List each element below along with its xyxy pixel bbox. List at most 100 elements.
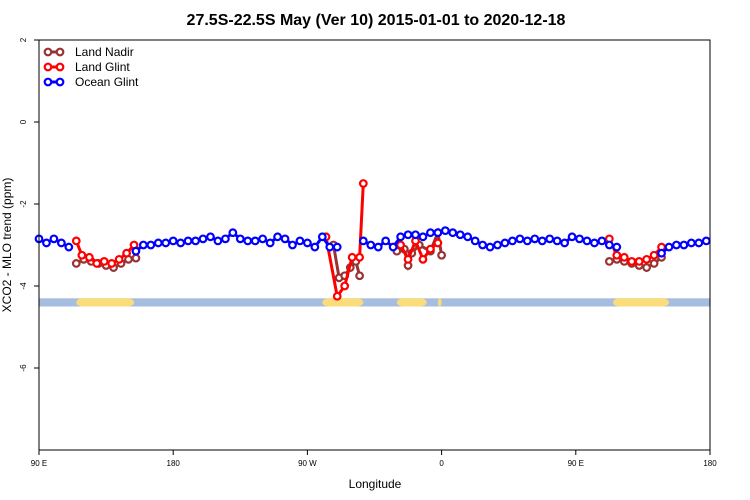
data-point: [426, 244, 435, 254]
data-point: [649, 259, 659, 268]
data-point: [634, 257, 644, 266]
y-tick-label: 2: [19, 37, 28, 42]
data-point: [258, 234, 268, 244]
data-point: [411, 230, 420, 240]
data-point: [355, 271, 364, 281]
series-line: [324, 183, 365, 300]
legend-label: Ocean Glint: [75, 75, 139, 89]
ocean-band: [39, 298, 710, 307]
x-axis-label: Longitude: [349, 477, 402, 491]
data-point: [355, 252, 364, 262]
data-point: [515, 234, 525, 244]
data-point: [220, 234, 230, 244]
data-point: [347, 252, 357, 262]
data-point: [114, 254, 124, 264]
x-axis: 90 E 180 90 W 0 90 E 180: [31, 450, 717, 468]
data-point: [686, 238, 696, 248]
data-point: [131, 246, 141, 256]
data-point: [99, 257, 109, 266]
data-point: [243, 236, 253, 246]
legend-label: Land Nadir: [75, 45, 134, 59]
data-point: [250, 236, 260, 246]
legend-item: Ocean Glint: [43, 75, 139, 89]
data-point: [679, 240, 689, 250]
data-point: [84, 252, 94, 262]
data-point: [590, 238, 599, 248]
data-point: [131, 253, 141, 263]
x-tick-label: 90 E: [568, 459, 584, 468]
data-point: [463, 232, 473, 242]
data-point: [228, 228, 238, 238]
data-point: [403, 230, 413, 240]
data-point: [358, 179, 368, 188]
data-point: [303, 238, 312, 248]
series-layer: [34, 179, 711, 301]
data-point: [433, 238, 443, 248]
data-point: [288, 240, 297, 250]
data-point: [373, 242, 383, 252]
data-point: [265, 238, 275, 248]
data-point: [138, 240, 148, 250]
series-land-glint: [71, 179, 666, 301]
data-point: [310, 242, 320, 252]
data-point: [545, 234, 555, 244]
plot-frame: [38, 39, 711, 451]
land-patch-1: [322, 298, 364, 307]
y-axis: 2 0 -2 -4 -6: [19, 37, 39, 372]
data-point: [92, 259, 102, 268]
chart-title: 27.5S-22.5S May (Ver 10) 2015-01-01 to 2…: [187, 12, 566, 29]
legend-item: Land Glint: [43, 60, 130, 74]
data-point: [627, 257, 637, 266]
data-point: [642, 254, 652, 264]
data-point: [176, 238, 186, 248]
legend-swatch-marker: [43, 47, 53, 57]
land-patch-2: [396, 298, 427, 307]
data-point: [530, 234, 540, 244]
data-point: [560, 238, 570, 248]
legend-swatch-marker: [55, 47, 65, 57]
data-point: [657, 248, 666, 258]
data-point: [403, 254, 413, 264]
data-point: [358, 236, 368, 246]
data-point: [500, 238, 510, 248]
data-point: [619, 252, 629, 262]
data-point: [366, 240, 376, 250]
data-point: [71, 236, 81, 246]
data-point: [71, 259, 81, 268]
data-point: [478, 240, 488, 250]
data-point: [161, 238, 171, 248]
data-point: [295, 236, 305, 246]
data-point: [604, 257, 614, 266]
data-point: [470, 236, 480, 246]
x-tick-label: 180: [703, 459, 717, 468]
legend-swatch-marker: [55, 62, 65, 72]
data-point: [42, 238, 51, 248]
data-point: [183, 236, 193, 246]
data-point: [340, 281, 350, 291]
data-point: [418, 232, 428, 242]
data-point: [485, 242, 495, 252]
data-point: [280, 234, 290, 244]
data-point: [426, 228, 435, 238]
data-point: [332, 242, 342, 252]
data-point: [396, 240, 405, 250]
legend-swatch-marker: [43, 62, 53, 72]
data-point: [64, 242, 74, 252]
data-point: [273, 232, 282, 242]
data-point: [332, 291, 342, 301]
data-point: [206, 232, 215, 242]
data-point: [437, 250, 447, 260]
y-tick-label: -2: [19, 200, 28, 208]
data-point: [191, 236, 200, 246]
data-point: [664, 242, 674, 252]
data-point: [522, 236, 532, 246]
data-point: [604, 240, 614, 250]
data-point: [433, 228, 443, 238]
data-point: [649, 250, 659, 260]
legend-swatch-marker: [55, 77, 65, 87]
y-tick-label: -4: [19, 282, 28, 290]
land-patch-3: [437, 298, 442, 307]
land-patch-4: [613, 298, 669, 307]
